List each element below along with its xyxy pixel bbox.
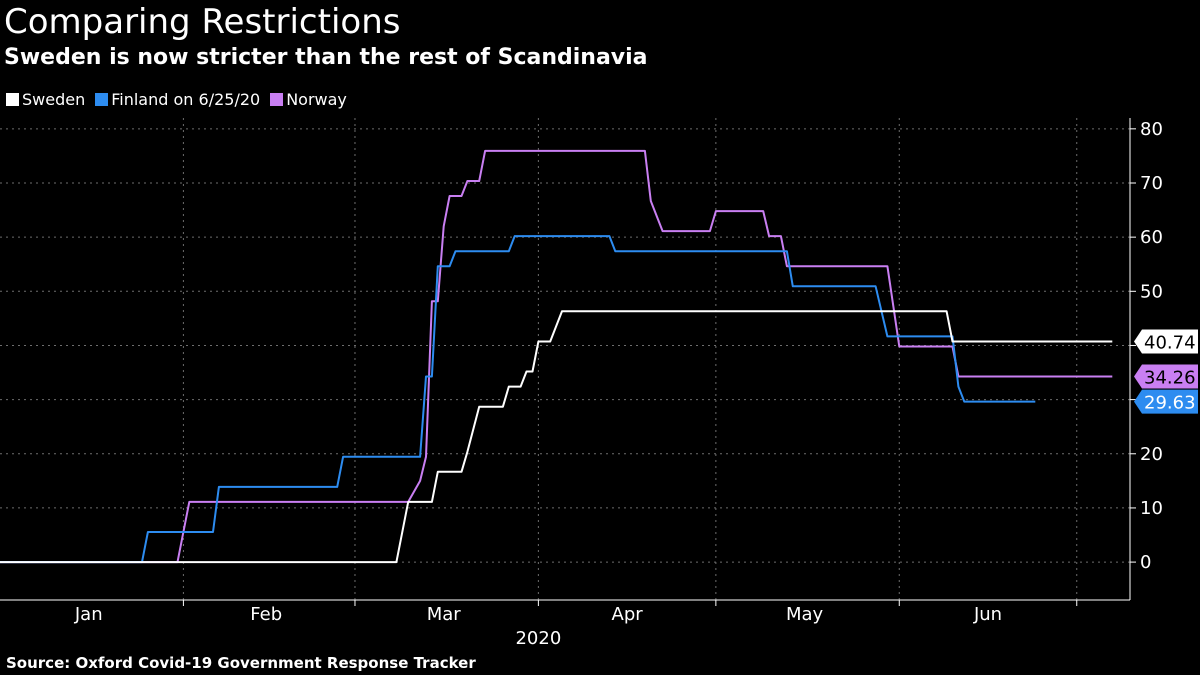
last-value-label-norway: 34.26: [1144, 368, 1196, 389]
source-note: Source: Oxford Covid-19 Government Respo…: [6, 654, 476, 672]
legend-label-norway: Norway: [286, 90, 347, 109]
y-tick-label: 60: [1140, 227, 1163, 248]
legend-label-finland: Finland on 6/25/20: [111, 90, 261, 109]
chart-title: Comparing Restrictions: [4, 2, 401, 42]
x-tick-label: Jan: [74, 604, 103, 625]
y-tick-label: 10: [1140, 498, 1163, 519]
legend: Sweden Finland on 6/25/20 Norway: [6, 90, 347, 109]
x-tick-label: Mar: [427, 604, 462, 625]
chart-subtitle: Sweden is now stricter than the rest of …: [4, 45, 648, 70]
x-tick-label: Apr: [612, 604, 644, 625]
legend-item-norway: Norway: [270, 90, 347, 109]
last-value-label-finland: 29.63: [1144, 393, 1196, 414]
legend-item-finland: Finland on 6/25/20: [95, 90, 260, 109]
series-line-finland: [0, 235, 1036, 564]
last-value-label-sweden: 40.74: [1144, 332, 1196, 353]
legend-swatch-norway: [270, 93, 284, 106]
last-value-tag-finland: [1134, 389, 1198, 414]
x-year-label: 2020: [515, 628, 561, 649]
legend-item-sweden: Sweden: [6, 90, 85, 109]
x-tick-label: May: [786, 604, 824, 625]
y-tick-label: 20: [1140, 444, 1163, 465]
last-value-tag-norway: [1134, 364, 1198, 389]
last-value-tag-sweden: [1134, 329, 1198, 354]
y-tick-label: 50: [1140, 281, 1163, 302]
legend-label-sweden: Sweden: [22, 90, 86, 109]
y-tick-label: 70: [1140, 173, 1163, 194]
series-line-norway: [0, 149, 1113, 564]
legend-swatch-finland: [95, 93, 109, 106]
series-line-sweden: [0, 310, 1113, 564]
y-tick-label: 80: [1140, 119, 1163, 140]
legend-swatch-sweden: [6, 93, 19, 106]
y-tick-label: 0: [1140, 552, 1151, 573]
x-tick-label: Jun: [973, 604, 1002, 625]
x-tick-label: Feb: [250, 604, 282, 625]
